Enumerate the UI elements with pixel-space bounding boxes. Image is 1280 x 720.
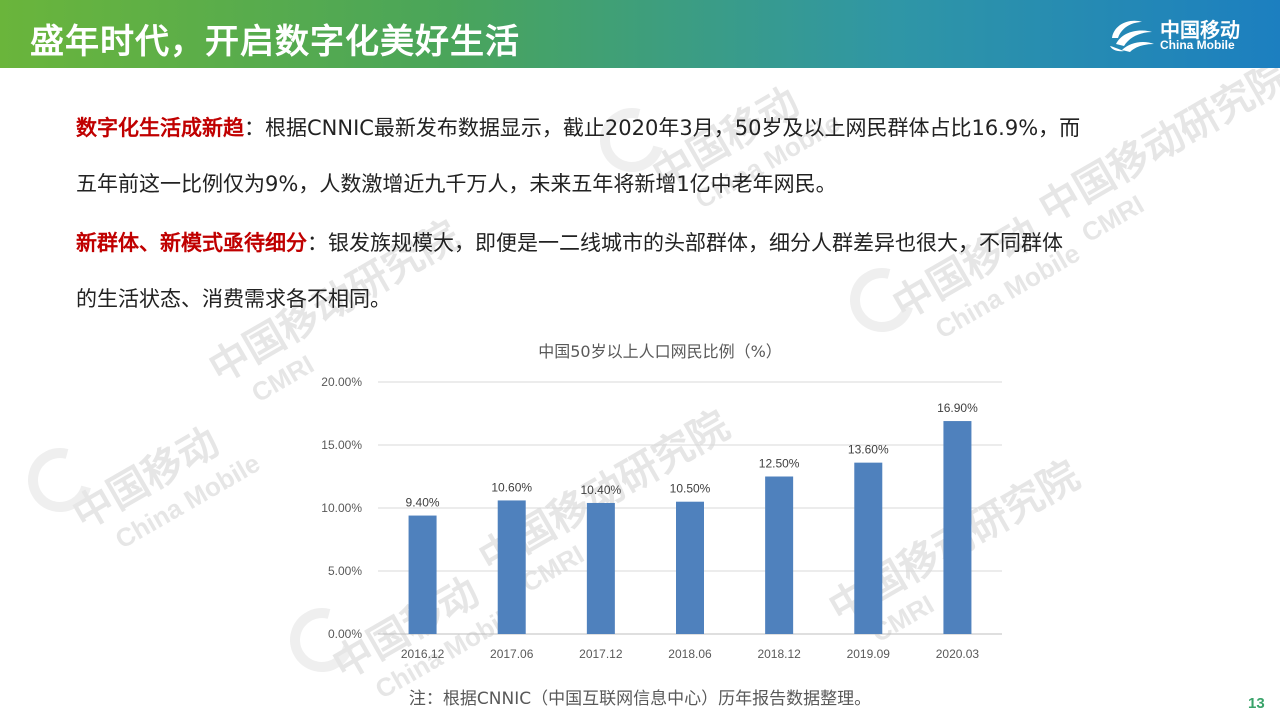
watermark-logo-icon	[16, 436, 104, 524]
page-number: 13	[1248, 695, 1265, 712]
paragraph-line: 五年前这一比例仅为9%，人数激增近九千万人，未来五年将新增1亿中老年网民。	[76, 172, 837, 196]
highlight-new-segments: 新群体、新模式亟待细分	[76, 231, 307, 255]
y-tick-label: 20.00%	[321, 375, 362, 389]
data-label: 10.60%	[491, 480, 532, 494]
logo-text-en: China Mobile	[1160, 38, 1235, 52]
bar	[586, 502, 615, 634]
x-tick-label: 2018.06	[668, 647, 712, 661]
china-mobile-logo: 中国移动 China Mobile	[1108, 14, 1258, 58]
bar	[765, 476, 794, 634]
watermark: 中国移动 China Mobile	[65, 419, 266, 555]
data-label: 12.50%	[759, 457, 800, 471]
x-tick-label: 2018.12	[757, 647, 801, 661]
data-label: 10.50%	[670, 482, 711, 496]
x-tick-label: 2020.03	[936, 647, 980, 661]
paragraph-text: ：银发族规模大，即便是一二线城市的头部群体，细分人群差异也很大，不同群体	[307, 231, 1063, 255]
x-tick-label: 2016.12	[401, 647, 445, 661]
data-label: 10.40%	[581, 483, 622, 497]
source-note: 注：根据CNNIC（中国互联网信息中心）历年报告数据整理。	[408, 689, 872, 709]
bar-chart: 中国50岁以上人口网民比例（%） 0.00% 5.00% 10.00% 15.00% 2…	[300, 330, 1020, 680]
highlight-digital-trend: 数字化生活成新趋	[76, 116, 244, 140]
bar	[943, 421, 972, 634]
paragraph-line: 新群体、新模式亟待细分：银发族规模大，即便是一二线城市的头部群体，细分人群差异也…	[76, 215, 1216, 271]
data-label: 9.40%	[406, 496, 440, 510]
page-title: 盛年时代，开启数字化美好生活	[30, 22, 520, 62]
chart-plot: 0.00% 5.00% 10.00% 15.00% 20.00% 9.40% 2016.12…	[321, 375, 1002, 661]
chart-title: 中国50岁以上人口网民比例（%）	[538, 342, 782, 361]
logo-text-cn: 中国移动	[1160, 18, 1240, 42]
y-tick-label: 15.00%	[321, 438, 362, 452]
paragraph-line: 的生活状态、消费需求各不相同。	[76, 287, 391, 311]
header-bar: 盛年时代，开启数字化美好生活 中国移动 China Mobile	[0, 0, 1280, 68]
bar	[854, 462, 883, 634]
paragraph-digital-trend: 数字化生活成新趋：根据CNNIC最新发布数据显示，截止2020年3月，50岁及以…	[76, 100, 1216, 212]
paragraph-text: ：根据CNNIC最新发布数据显示，截止2020年3月，50岁及以上网民群体占比1…	[244, 116, 1081, 140]
x-tick-label: 2019.09	[847, 647, 891, 661]
data-label: 13.60%	[848, 443, 889, 457]
y-tick-label: 5.00%	[328, 564, 362, 578]
y-tick-label: 0.00%	[328, 627, 362, 641]
paragraph-line: 数字化生活成新趋：根据CNNIC最新发布数据显示，截止2020年3月，50岁及以…	[76, 100, 1216, 156]
bar	[408, 515, 437, 634]
china-mobile-logo-icon	[1110, 20, 1154, 52]
x-tick-label: 2017.06	[490, 647, 534, 661]
y-tick-label: 10.00%	[321, 501, 362, 515]
paragraph-new-segments: 新群体、新模式亟待细分：银发族规模大，即便是一二线城市的头部群体，细分人群差异也…	[76, 215, 1216, 327]
data-label: 16.90%	[937, 401, 978, 415]
bar	[676, 501, 704, 634]
bar	[497, 500, 526, 634]
x-tick-label: 2017.12	[579, 647, 623, 661]
